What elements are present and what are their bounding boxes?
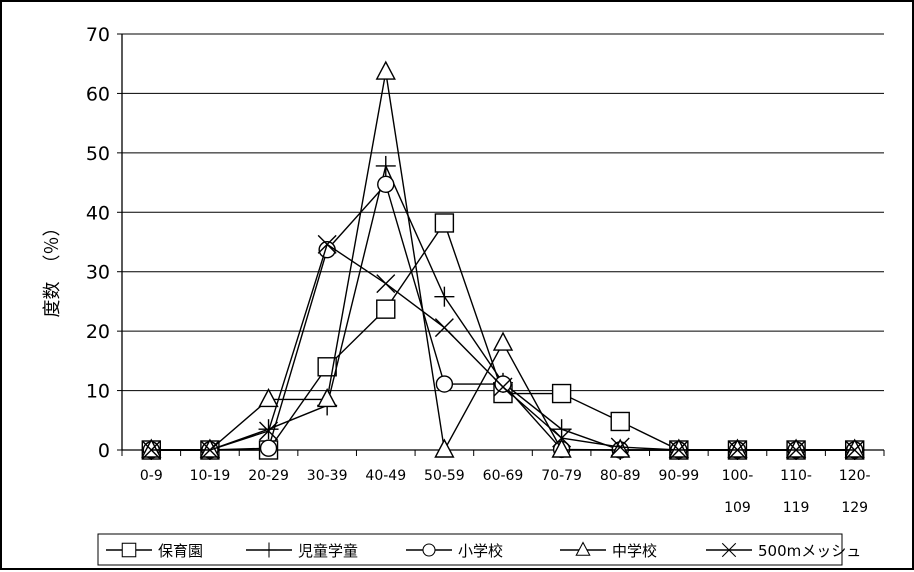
x-tick-label: 90-99: [659, 468, 700, 484]
data-point: [434, 213, 455, 233]
legend-label: 500mメッシュ: [758, 542, 861, 560]
legend-entry: 500mメッシュ: [706, 542, 861, 560]
x-tick-label: 0-9: [140, 468, 163, 484]
data-point: [610, 437, 630, 457]
legend-label: 小学校: [458, 542, 503, 560]
data-point: [785, 438, 807, 458]
data-point: [551, 383, 572, 404]
x-tick-label: 129: [841, 500, 868, 516]
y-tick-label: 20: [86, 321, 110, 343]
series-2: [142, 175, 864, 459]
data-point: [141, 438, 162, 458]
data-point: [376, 299, 396, 319]
data-point: [200, 440, 220, 460]
legend-marker: [575, 541, 591, 556]
legend-entry: 保育園: [106, 542, 203, 560]
data-point: [434, 318, 454, 338]
data-point: [727, 438, 748, 458]
data-point: [258, 387, 279, 408]
x-tick-label: 20-29: [248, 468, 289, 484]
legend-label: 児童学童: [298, 542, 358, 560]
data-point: [610, 438, 631, 458]
data-point: [727, 440, 747, 460]
legend-entry: 小学校: [406, 542, 503, 560]
data-point: [141, 440, 161, 460]
data-point: [375, 60, 396, 80]
y-axis-label: 度数 （％）: [42, 219, 63, 318]
y-tick-label: 30: [86, 262, 110, 284]
data-point: [551, 438, 572, 458]
x-tick-label: 109: [724, 500, 751, 516]
x-tick-label: 100-: [722, 468, 754, 484]
data-point: [317, 234, 337, 254]
data-point: [494, 375, 512, 393]
x-tick-labels: 0-9 10-19 20-29 30-39 40-49 50-59 60-69 70-79 80…: [140, 468, 871, 516]
gridlines: [117, 33, 885, 456]
data-point: [552, 428, 572, 448]
y-tick-label: 10: [86, 381, 110, 403]
data-point: [434, 286, 455, 307]
legend-label: 保育園: [158, 542, 203, 560]
data-point: [492, 331, 514, 351]
x-tick-label: 40-49: [365, 468, 406, 484]
x-tick-label: 119: [783, 500, 810, 516]
x-tick-label: 60-69: [483, 468, 524, 484]
legend-marker: [721, 542, 737, 558]
series-line: [151, 163, 855, 451]
legend: 保育園 児童学童 小学校 中学校 500mメッシュ: [106, 541, 861, 560]
x-tick-label: 70-79: [541, 468, 582, 484]
legend-marker: [261, 542, 277, 558]
y-tick-label: 70: [86, 24, 110, 46]
data-point: [551, 419, 572, 440]
data-point: [375, 155, 396, 176]
x-tick-label: 50-59: [424, 468, 465, 484]
x-tick-label: 110-: [780, 468, 812, 484]
y-tick-label: 60: [86, 83, 110, 105]
data-point: [669, 440, 689, 460]
legend-entry: 児童学童: [246, 542, 358, 560]
legend-entry: 中学校: [560, 541, 657, 560]
data-point: [377, 175, 395, 194]
data-point: [435, 375, 454, 393]
data-point: [259, 421, 279, 441]
data-point: [259, 439, 278, 457]
data-point: [786, 440, 806, 460]
y-tick-labels: 0 10 20 30 40 50 60 70: [86, 24, 110, 462]
series-4: [141, 234, 865, 460]
data-point: [845, 440, 865, 460]
legend-label: 中学校: [612, 542, 657, 560]
series-1: [141, 155, 865, 460]
y-tick-label: 40: [86, 202, 110, 224]
data-point: [316, 387, 338, 408]
y-tick-label: 0: [98, 440, 110, 462]
x-tick-label: 80-89: [600, 468, 641, 484]
data-point: [668, 438, 690, 458]
data-point: [376, 274, 396, 294]
x-tick-label: 120-: [839, 468, 871, 484]
series-lines: [141, 60, 865, 460]
y-tick-label: 50: [86, 143, 110, 165]
data-point: [434, 438, 455, 458]
legend-marker: [422, 543, 436, 557]
x-tick-label: 30-39: [307, 468, 348, 484]
data-point: [844, 438, 865, 458]
legend-marker: [121, 542, 137, 558]
data-point: [493, 377, 513, 397]
data-point: [610, 411, 630, 432]
x-tick-label: 10-19: [190, 468, 231, 484]
